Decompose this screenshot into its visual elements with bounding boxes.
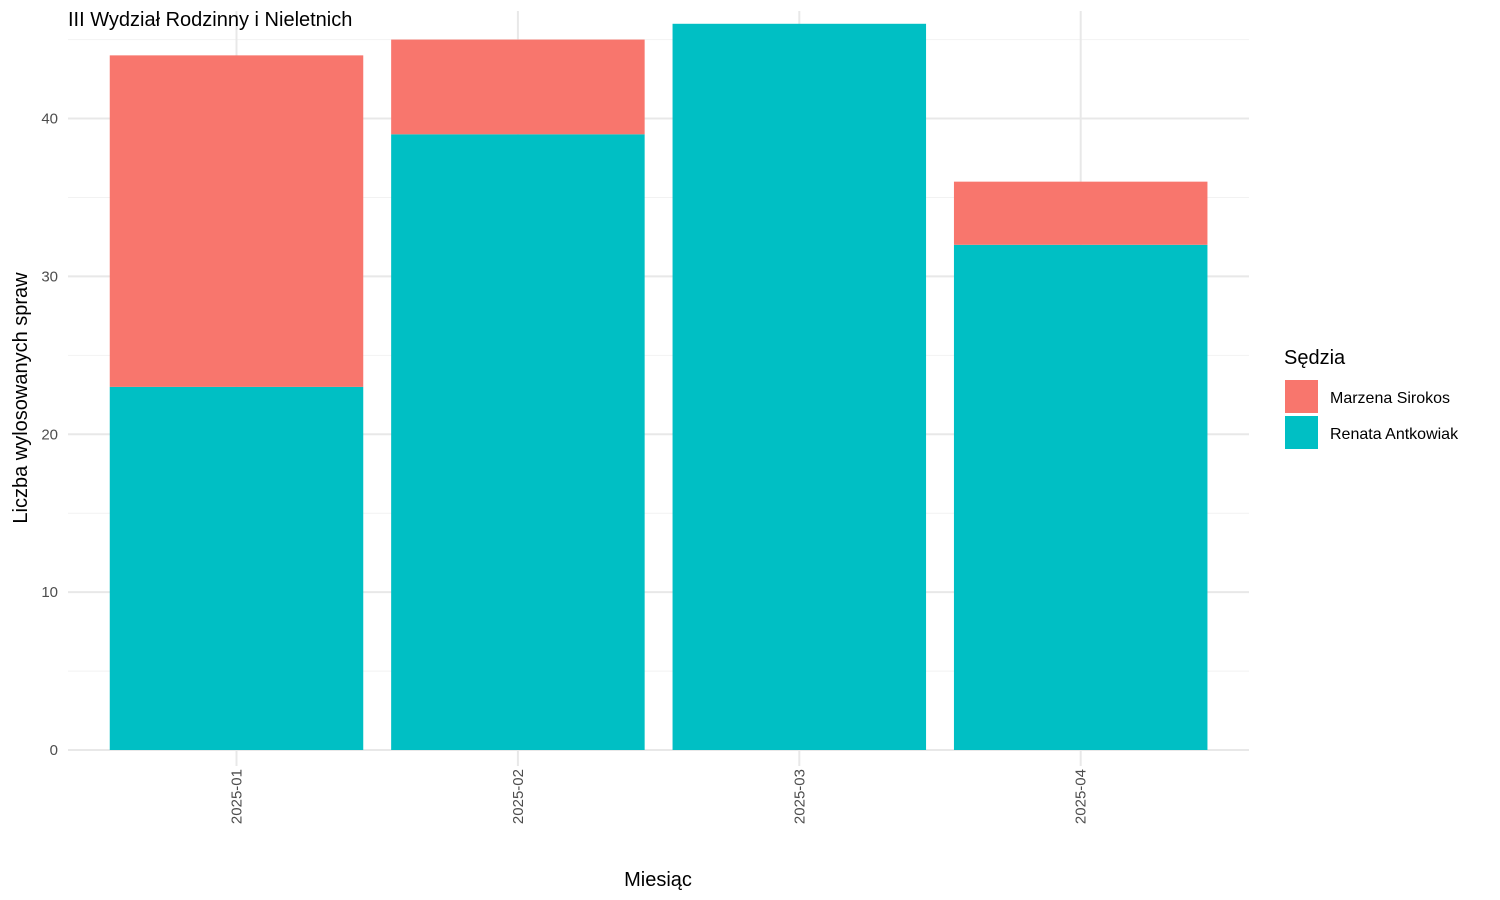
bar-segment-2025-02-renata-antkowiak	[391, 134, 645, 751]
legend-label: Marzena Sirokos	[1330, 390, 1450, 407]
bar-segment-2025-04-marzena-sirokos	[953, 181, 1208, 245]
x-tick-label: 2025-04	[1073, 769, 1090, 824]
legend-swatch	[1285, 380, 1318, 413]
bar-segment-2025-01-renata-antkowiak	[109, 386, 364, 750]
legend-label: Renata Antkowiak	[1330, 426, 1459, 443]
y-tick-label: 30	[41, 268, 58, 285]
bar-segment-2025-02-marzena-sirokos	[391, 39, 645, 135]
y-tick-labels: 0 10 20 30 40	[41, 111, 58, 759]
bars-layer	[109, 23, 1208, 751]
legend-items: Marzena Sirokos Renata Antkowiak	[1285, 380, 1459, 449]
y-tick-label: 0	[50, 742, 58, 759]
y-tick-label: 40	[41, 111, 58, 128]
x-axis-title: Miesiąc	[624, 869, 692, 891]
legend: Sędzia Marzena Sirokos Renata Antkowiak	[1284, 347, 1459, 449]
chart-title: III Wydział Rodzinny i Nieletnich	[68, 9, 352, 31]
x-tick-label: 2025-02	[510, 769, 527, 824]
y-tick-label: 10	[41, 584, 58, 601]
legend-swatch	[1285, 416, 1318, 449]
bar-segment-2025-01-marzena-sirokos	[109, 55, 364, 387]
x-tick-label: 2025-03	[791, 769, 808, 824]
bar-segment-2025-03-renata-antkowiak	[672, 23, 927, 751]
y-tick-label: 20	[41, 426, 58, 443]
x-tick-label: 2025-01	[229, 769, 246, 824]
x-tick-labels: 2025-01 2025-02 2025-03 2025-04	[229, 769, 1090, 824]
legend-title: Sędzia	[1284, 347, 1346, 369]
bar-segment-2025-04-renata-antkowiak	[953, 244, 1208, 750]
y-axis-title: Liczba wylosowanych spraw	[10, 272, 32, 524]
